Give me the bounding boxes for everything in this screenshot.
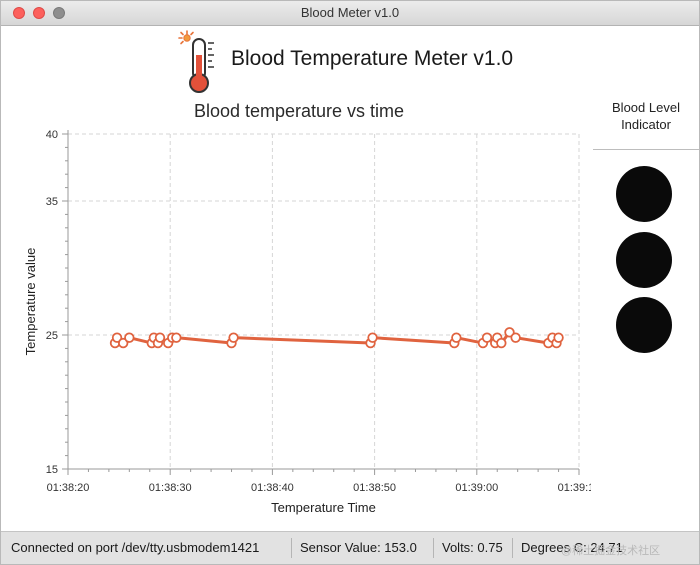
degrees-value: Degrees C: 24.71	[521, 540, 623, 555]
data-point	[496, 337, 507, 349]
data-point	[124, 332, 135, 343]
status-separator	[512, 538, 513, 558]
app-title: Blood Temperature Meter v1.0	[231, 47, 514, 70]
zoom-window-button[interactable]	[53, 7, 65, 19]
indicator-divider	[593, 149, 699, 150]
data-point	[367, 332, 378, 343]
data-point	[228, 332, 239, 343]
y-tick-label: 35	[46, 196, 58, 208]
temperature-chart: 01:38:20 01:38:30 01:38:40 01:38:50 01:39:00…	[23, 129, 591, 515]
x-tick-label: 01:39:10	[558, 482, 591, 494]
data-point	[451, 332, 462, 343]
volts-value: Volts: 0.75	[442, 540, 503, 555]
title-bar: Blood Meter v1.0	[1, 1, 699, 26]
blood-level-indicator-panel: Blood Level Indicator	[593, 96, 699, 528]
y-tick-label: 25	[46, 330, 58, 342]
plot-background	[68, 134, 579, 469]
chart-panel: Blood temperature vs time 01:38:20 01:38:…	[1, 96, 591, 528]
x-tick-label: 01:38:20	[47, 482, 90, 494]
x-tick-label: 01:38:30	[149, 482, 192, 494]
data-point	[510, 332, 521, 343]
x-tick-label: 01:39:00	[455, 482, 498, 494]
y-axis-label: Temperature value	[23, 248, 38, 356]
indicator-light-2	[616, 232, 672, 288]
app-header: Blood Temperature Meter v1.0	[176, 29, 556, 97]
indicator-title-line-1: Blood Level	[612, 100, 680, 115]
y-tick-label: 15	[46, 464, 58, 476]
indicator-light-1	[616, 166, 672, 222]
status-bar: Connected on port /dev/tty.usbmodem1421 …	[1, 531, 699, 564]
watermark: @稀土掘金技术社区	[561, 545, 661, 557]
close-window-button[interactable]	[13, 7, 25, 19]
x-tick-label: 01:38:50	[353, 482, 396, 494]
data-point	[154, 332, 166, 343]
x-axis-label: Temperature Time	[271, 500, 376, 515]
status-separator	[291, 538, 292, 558]
sensor-value: Sensor Value: 153.0	[300, 540, 417, 555]
status-separator	[433, 538, 434, 558]
indicator-title: Blood Level Indicator	[593, 99, 699, 133]
chart-title: Blood temperature vs time	[193, 101, 405, 121]
data-point	[553, 332, 564, 343]
x-tick-label: 01:38:40	[251, 482, 294, 494]
connection-status: Connected on port /dev/tty.usbmodem1421	[11, 540, 260, 555]
thermometer-icon	[178, 30, 214, 93]
indicator-light-3	[616, 297, 672, 353]
data-point	[171, 332, 182, 343]
indicator-title-line-2: Indicator	[621, 117, 671, 132]
window-title: Blood Meter v1.0	[300, 5, 400, 20]
data-point	[481, 332, 493, 343]
y-tick-label: 40	[46, 129, 58, 141]
minimize-window-button[interactable]	[33, 7, 45, 19]
